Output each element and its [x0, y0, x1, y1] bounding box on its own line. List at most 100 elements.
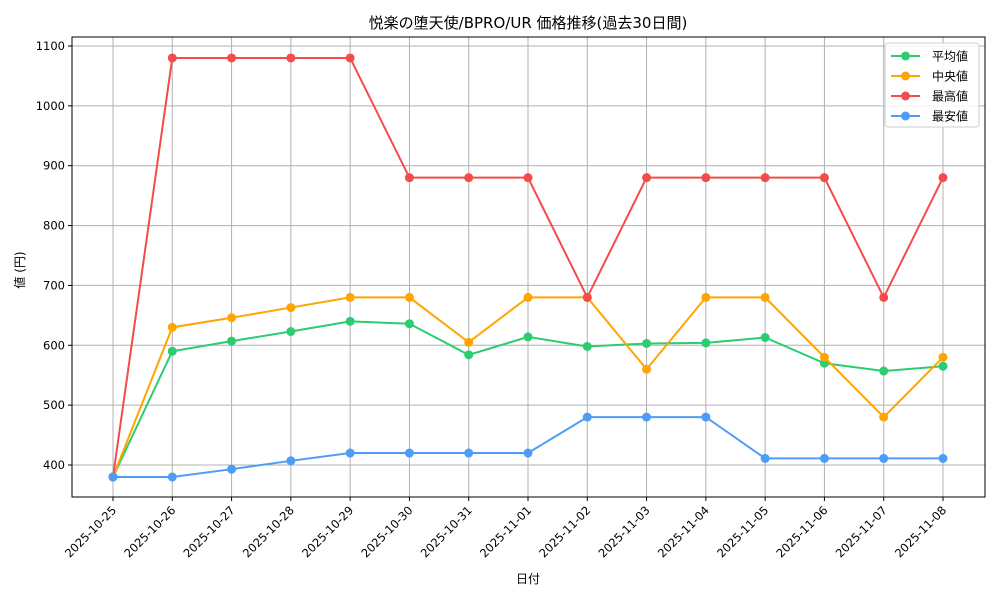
data-point [938, 361, 948, 371]
data-point [582, 412, 592, 422]
data-point [286, 456, 296, 466]
x-tick-label: 2025-10-27 [181, 503, 238, 560]
data-point [879, 366, 889, 376]
data-point [582, 292, 592, 302]
data-point [819, 173, 829, 183]
data-point [938, 352, 948, 362]
data-point [286, 327, 296, 337]
y-tick-label: 900 [43, 159, 65, 173]
data-point [345, 292, 355, 302]
data-point [938, 173, 948, 183]
data-point [345, 316, 355, 326]
data-point [523, 173, 533, 183]
data-point [938, 453, 948, 463]
y-tick-label: 1000 [36, 99, 65, 113]
legend-box [884, 42, 980, 128]
data-point [345, 53, 355, 63]
x-tick-label: 2025-10-25 [62, 503, 119, 560]
y-tick-label: 1100 [36, 39, 65, 53]
data-point [760, 292, 770, 302]
data-point [464, 448, 474, 458]
data-point [286, 53, 296, 63]
data-point [404, 292, 414, 302]
y-tick-label: 700 [43, 278, 65, 292]
legend-item: 最安値 [891, 109, 968, 124]
data-point [167, 322, 177, 332]
chart-title: 悦楽の堕天使/BPRO/UR 価格推移(過去30日間) [369, 14, 688, 32]
data-point [286, 303, 296, 313]
data-point [701, 292, 711, 302]
series-layer [108, 53, 948, 482]
y-tick-label: 400 [43, 458, 65, 472]
y-tick-label: 800 [43, 219, 65, 233]
data-point [227, 336, 237, 346]
data-point [464, 337, 474, 347]
x-tick-label: 2025-10-26 [121, 503, 178, 560]
y-tick-label: 600 [43, 338, 65, 352]
legend-marker-icon [901, 51, 910, 61]
legend-item: 平均値 [891, 49, 968, 64]
legend-marker-icon [901, 91, 910, 101]
x-tick-label: 2025-10-28 [240, 503, 297, 560]
x-tick-label: 2025-11-05 [714, 503, 771, 560]
data-point [701, 412, 711, 422]
data-point [108, 472, 118, 482]
data-point [701, 338, 711, 348]
legend-marker-icon [901, 111, 910, 121]
legend-item: 中央値 [891, 69, 968, 84]
data-point [167, 472, 177, 482]
data-point [642, 412, 652, 422]
grid-lines [72, 37, 985, 497]
y-axis-label: 値 (円) [12, 251, 27, 288]
data-point [760, 453, 770, 463]
data-point [464, 350, 474, 360]
legend-item: 最高値 [891, 89, 968, 104]
legend-marker-icon [901, 71, 910, 81]
data-point [819, 352, 829, 362]
data-point [404, 448, 414, 458]
data-point [523, 292, 533, 302]
legend-label: 最高値 [932, 89, 968, 104]
data-point [227, 53, 237, 63]
data-point [760, 333, 770, 343]
data-point [642, 338, 652, 348]
data-point [760, 173, 770, 183]
legend-label: 最安値 [932, 109, 968, 124]
data-point [167, 346, 177, 356]
x-tick-label: 2025-11-04 [655, 503, 712, 560]
data-point [227, 313, 237, 323]
data-point [404, 319, 414, 329]
legend-label: 平均値 [932, 49, 968, 64]
data-point [523, 332, 533, 342]
data-point [642, 364, 652, 374]
x-tick-label: 2025-11-01 [477, 503, 534, 560]
x-tick-label: 2025-11-08 [892, 503, 949, 560]
x-tick-label: 2025-11-03 [596, 503, 653, 560]
data-point [523, 448, 533, 458]
data-point [582, 341, 592, 351]
data-point [879, 453, 889, 463]
data-point [167, 53, 177, 63]
data-point [464, 173, 474, 183]
x-tick-label: 2025-10-29 [299, 503, 356, 560]
y-axis-ticks: 400 500 600 700 800 900 1000 1100 [36, 39, 72, 472]
y-tick-label: 500 [43, 398, 65, 412]
x-tick-label: 2025-11-02 [536, 503, 593, 560]
data-point [227, 464, 237, 474]
x-tick-label: 2025-11-07 [833, 503, 890, 560]
series-3 [108, 412, 948, 482]
data-point [879, 412, 889, 422]
x-tick-label: 2025-10-30 [358, 503, 415, 560]
data-point [345, 448, 355, 458]
legend-label: 中央値 [932, 69, 968, 84]
data-point [404, 173, 414, 183]
x-tick-label: 2025-10-31 [418, 503, 475, 560]
data-point [701, 173, 711, 183]
x-axis-label: 日付 [516, 572, 540, 586]
data-point [819, 453, 829, 463]
x-tick-label: 2025-11-06 [773, 503, 830, 560]
x-axis-ticks: 2025-10-25 2025-10-26 2025-10-27 2025-10-28… [62, 497, 949, 560]
data-point [879, 292, 889, 302]
